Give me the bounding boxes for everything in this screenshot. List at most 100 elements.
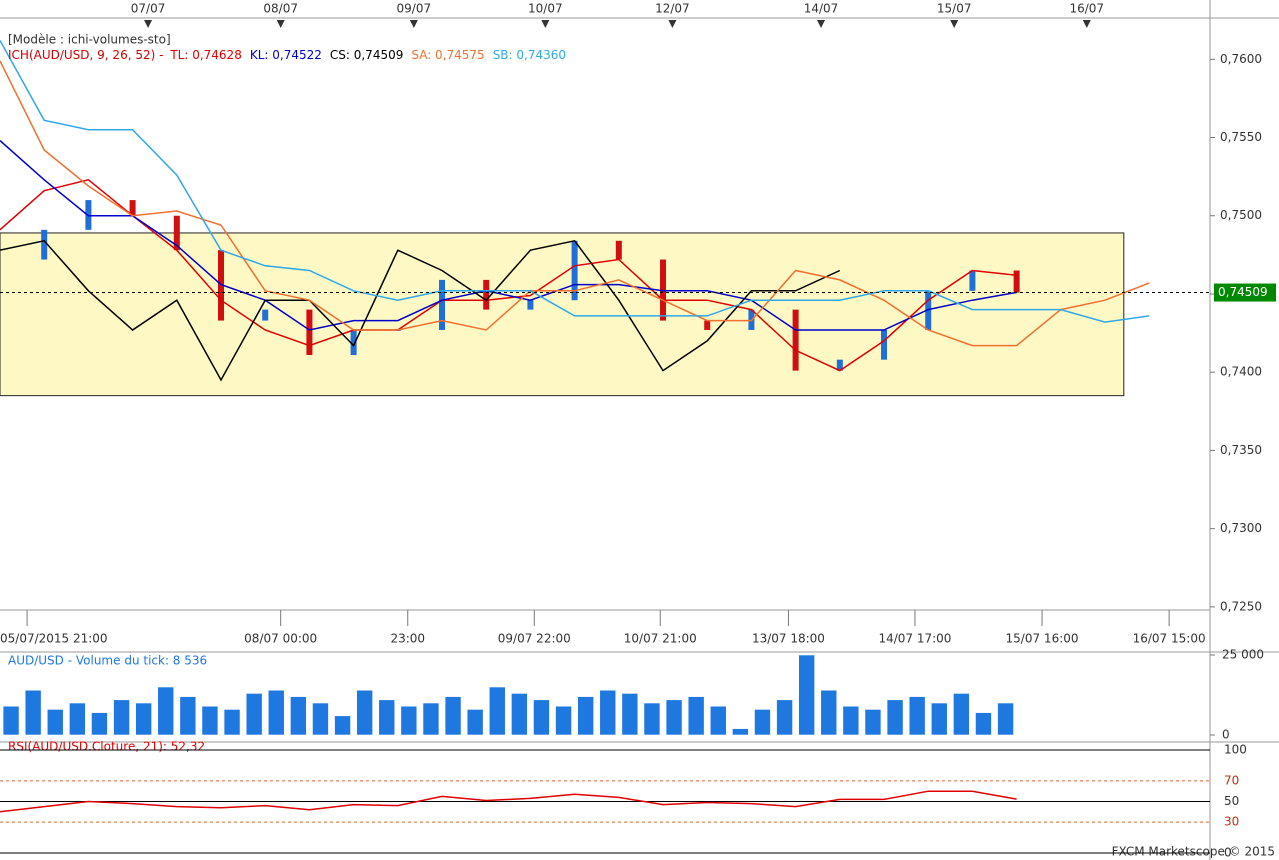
x-tick-label: 16/07 15:00	[1133, 632, 1206, 646]
volume-bar	[555, 705, 572, 736]
x-tick-label: 05/07/2015 21:00	[0, 632, 108, 646]
legend: ICH(AUD/USD, 9, 26, 52) - TL: 0,74628 KL: …	[8, 48, 566, 62]
y-tick-label: 0,7300	[1220, 521, 1262, 535]
volume-bar	[466, 709, 484, 736]
y-tick-label: 25 000	[1222, 648, 1264, 662]
volume-bar	[135, 702, 152, 736]
volume-bar	[687, 696, 705, 736]
volume-bar	[400, 705, 418, 736]
y-tick-label: 0,7400	[1220, 365, 1262, 379]
volume-bar	[975, 712, 992, 736]
volume-bar	[46, 709, 64, 736]
volume-bar	[533, 699, 550, 736]
legend-entry: SA: 0,74575	[411, 48, 484, 62]
candle	[173, 215, 180, 251]
legend-indicator: ICH(AUD/USD, 9, 26, 52) -	[8, 48, 163, 62]
x-tick-label: 12/07	[655, 2, 690, 16]
volume-bar	[820, 689, 838, 736]
template-label: [Modèle : ichi-volumes-sto]	[8, 33, 171, 47]
volume-bar	[599, 689, 617, 736]
y-tick-label: 0,7250	[1220, 599, 1262, 613]
volume-bar	[621, 693, 639, 736]
volume-bar	[422, 702, 440, 736]
panel-title: RSI(AUD/USD.Cloture, 21): 52,32	[8, 740, 205, 754]
x-tick-label: 14/07	[804, 2, 839, 16]
panel-title: AUD/USD - Volume du tick: 8 536	[8, 654, 207, 668]
volume-bar	[754, 709, 771, 736]
y-tick-label: 0,7500	[1220, 208, 1262, 222]
candle	[306, 309, 313, 355]
indicator-line	[0, 60, 1150, 347]
x-tick-marker	[817, 20, 826, 28]
x-tick-label: 16/07	[1069, 2, 1104, 16]
x-tick-label: 23:00	[390, 632, 425, 646]
x-tick-label: 15/07	[937, 2, 972, 16]
candle	[836, 359, 843, 371]
volume-bar	[908, 696, 926, 736]
x-tick-marker	[276, 20, 285, 28]
legend-entry: KL: 0,74522	[250, 48, 322, 62]
range-box	[0, 232, 1125, 397]
x-tick-marker	[409, 20, 418, 28]
legend-entry: SB: 0,74360	[493, 48, 566, 62]
volume-bar	[2, 705, 20, 736]
x-tick-marker	[950, 20, 959, 28]
volume-bar	[69, 702, 86, 736]
indicator-line	[0, 239, 841, 382]
y-tick-label: 0,7350	[1220, 443, 1262, 457]
y-tick-label: 0	[1222, 728, 1230, 742]
y-tick-label: 0,7550	[1220, 130, 1262, 144]
candle	[792, 309, 799, 371]
candle	[1013, 270, 1020, 293]
volume-bar	[245, 693, 263, 736]
x-tick-marker	[144, 20, 153, 28]
volume-bar	[444, 696, 462, 736]
x-tick-label: 10/07	[528, 2, 563, 16]
y-tick-label: 0,7600	[1220, 52, 1262, 66]
candle	[615, 240, 622, 260]
x-tick-label: 13/07 18:00	[752, 632, 825, 646]
volume-bar	[842, 705, 860, 736]
footer: FXCM Marketscope © 2015	[1112, 845, 1275, 859]
candle	[571, 240, 578, 301]
candle	[439, 279, 446, 330]
y-tick-label: 30	[1224, 815, 1239, 829]
volume-bar	[798, 654, 815, 736]
volume-bar	[643, 702, 661, 736]
x-tick-label: 08/07	[263, 2, 298, 16]
volume-bar	[290, 696, 307, 736]
x-tick-label: 09/07 22:00	[498, 632, 571, 646]
volume-bar	[356, 689, 373, 736]
legend-entry: CS: 0,74509	[330, 48, 403, 62]
volume-bar	[179, 696, 197, 736]
last-price-box	[1214, 283, 1276, 302]
volume-bar	[378, 699, 396, 736]
x-tick-label: 08/07 00:00	[244, 632, 317, 646]
volume-bar	[709, 705, 727, 736]
legend-entry: TL: 0,74628	[169, 48, 242, 62]
volume-bar	[91, 712, 108, 736]
candle	[704, 320, 711, 330]
x-tick-label: 15/07 16:00	[1006, 632, 1079, 646]
volume-bar	[24, 689, 42, 736]
indicator-line	[0, 140, 1017, 331]
volume-bar	[201, 705, 219, 736]
volume-bar	[953, 693, 970, 736]
candle	[969, 270, 976, 291]
x-tick-marker	[1082, 20, 1091, 28]
volume-bar	[488, 686, 506, 736]
candle	[350, 329, 357, 355]
x-tick-marker	[668, 20, 677, 28]
volume-bar	[776, 699, 793, 736]
y-tick-label: 100	[1224, 743, 1247, 757]
x-tick-label: 14/07 17:00	[878, 632, 951, 646]
candle	[129, 200, 136, 216]
x-tick-label: 10/07 21:00	[624, 632, 697, 646]
volume-bar	[157, 686, 175, 736]
last-price-label: 0,74509	[1218, 285, 1268, 299]
candle	[483, 279, 490, 310]
volume-bar	[997, 702, 1014, 736]
volume-bar	[267, 689, 285, 736]
volume-bar	[312, 702, 329, 736]
